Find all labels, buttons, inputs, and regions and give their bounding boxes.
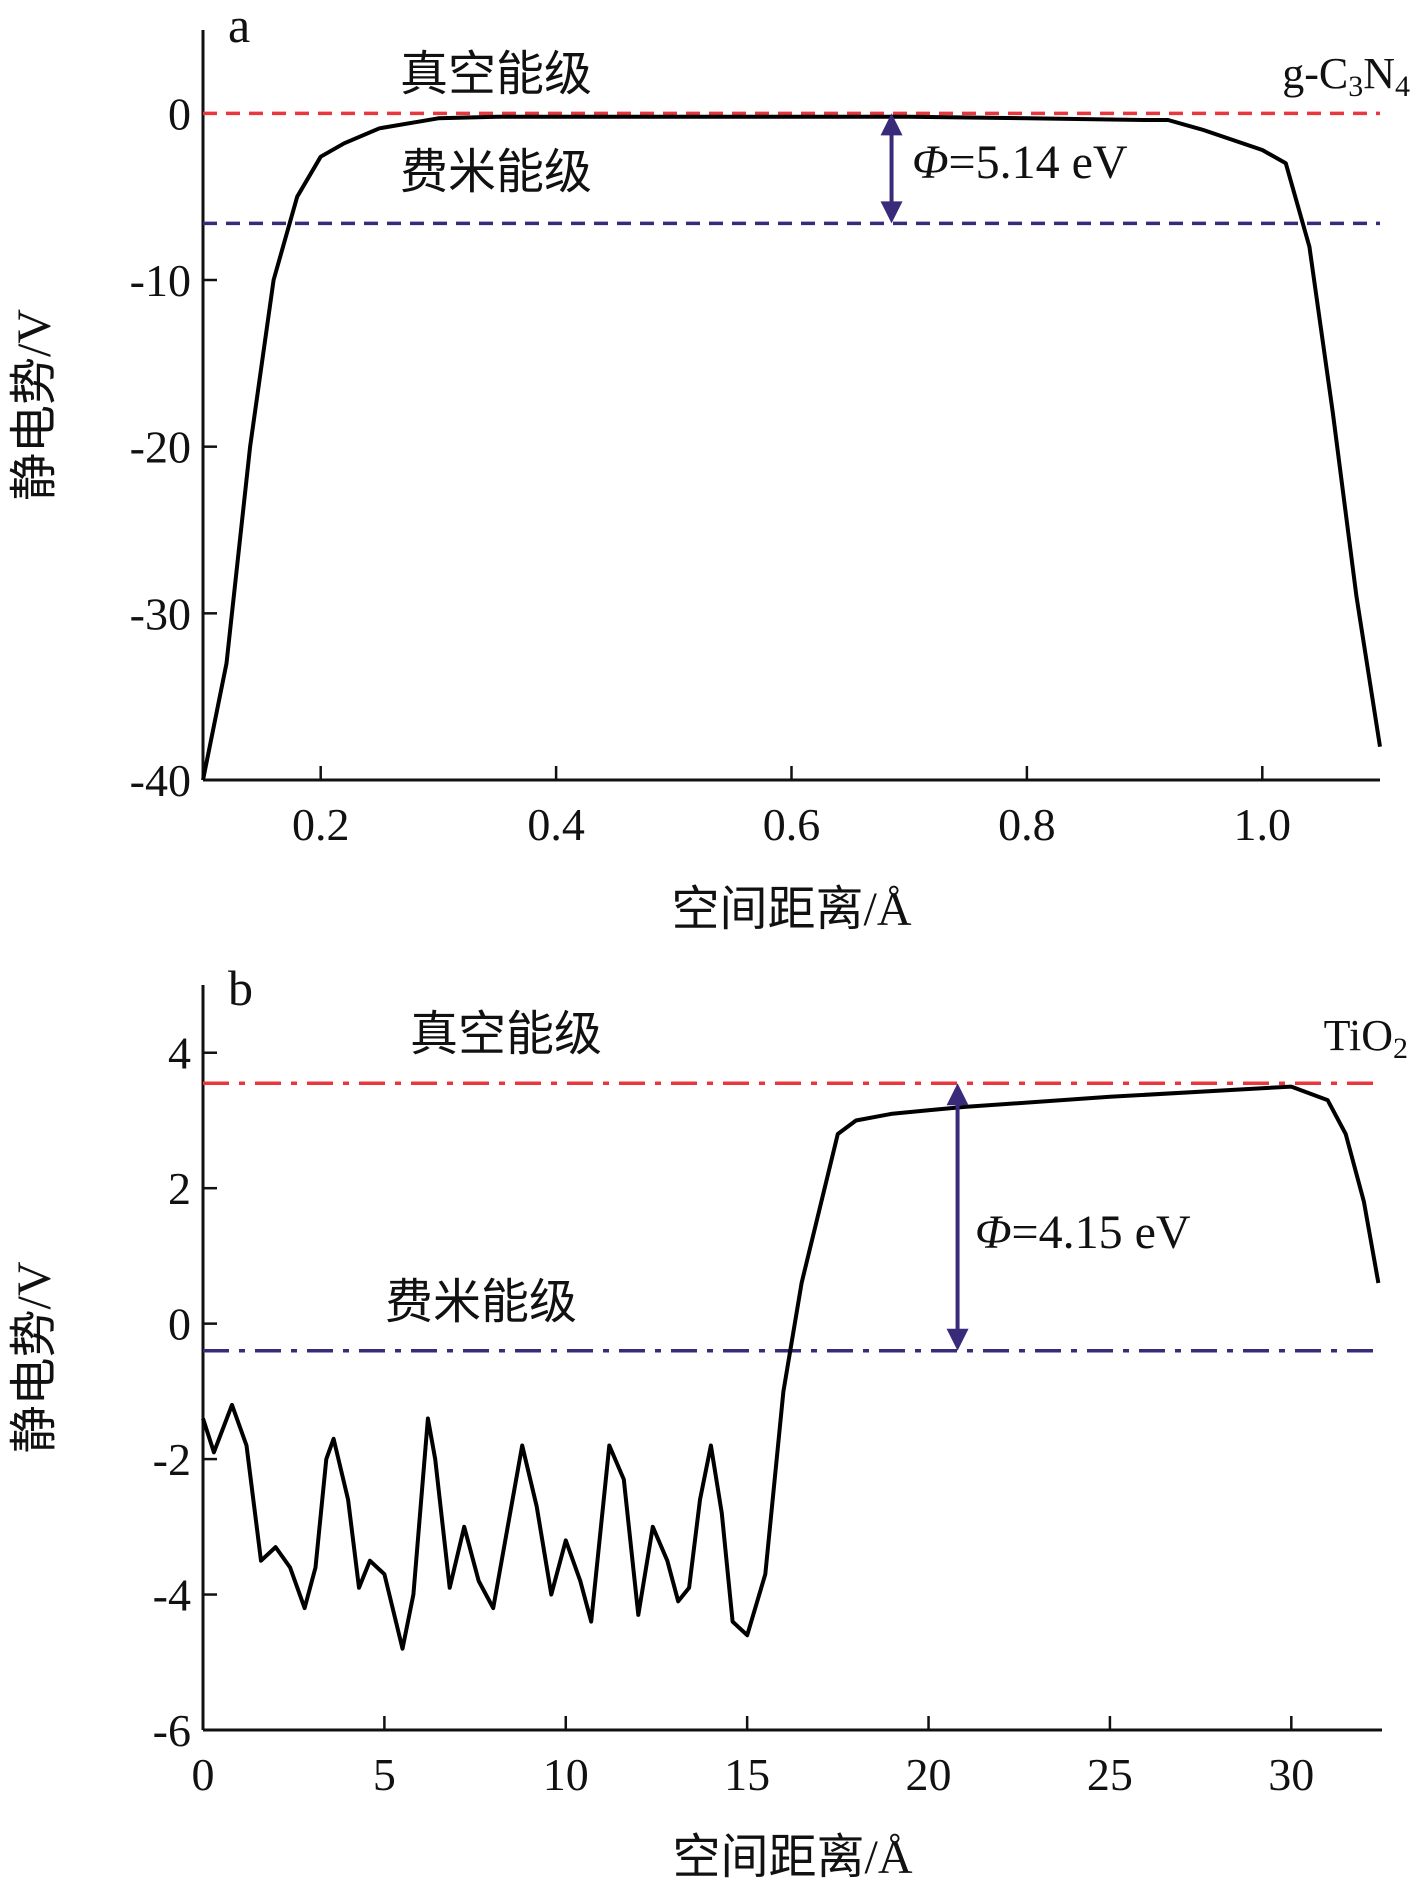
fermi-level-label: 费米能级 xyxy=(400,146,592,199)
y-tick-label: 4 xyxy=(168,1028,191,1079)
work-function-arrow-head-bottom xyxy=(946,1328,969,1351)
y-tick-label: -40 xyxy=(130,755,191,806)
panel-b: 0 5 10 15 20 25 30420-2-4-6空间距离/Å静电势/VbTiO2真空能… xyxy=(8,960,1408,1884)
vacuum-level-label: 真空能级 xyxy=(410,1008,602,1061)
fermi-level-label: 费米能级 xyxy=(385,1276,577,1329)
y-tick-label: -10 xyxy=(130,255,191,306)
work-function-label: Φ=4.15 eV xyxy=(975,1206,1191,1259)
x-tick-label: 0.4 xyxy=(527,799,585,850)
x-tick-label: 0.2 xyxy=(292,799,350,850)
y-tick-label: -2 xyxy=(153,1434,191,1485)
x-tick-label: 20 xyxy=(906,1749,952,1800)
material-label: g-C3N4 xyxy=(1282,49,1410,103)
x-tick-label: 25 xyxy=(1087,1749,1133,1800)
y-tick-label: 0 xyxy=(168,88,191,139)
work-function-arrow-head-bottom xyxy=(880,201,903,224)
work-function-arrow-head-top xyxy=(946,1083,969,1106)
y-tick-label: 0 xyxy=(168,1299,191,1350)
vacuum-level-label: 真空能级 xyxy=(400,48,592,101)
material-label: TiO2 xyxy=(1324,1011,1408,1065)
y-tick-label: -6 xyxy=(153,1705,191,1756)
y-tick-label: -30 xyxy=(130,588,191,639)
x-tick-label: 15 xyxy=(724,1749,770,1800)
x-tick-label: 1.0 xyxy=(1234,799,1292,850)
x-tick-label: 5 xyxy=(373,1749,396,1800)
potential-curve xyxy=(201,114,1382,781)
y-tick-label: 2 xyxy=(168,1163,191,1214)
x-tick-label: 0 xyxy=(192,1749,215,1800)
x-tick-label: 0.6 xyxy=(763,799,821,850)
work-function-arrow-head-top xyxy=(880,113,903,136)
x-axis-title: 空间距离/Å xyxy=(672,1831,912,1884)
x-tick-label: 10 xyxy=(543,1749,589,1800)
work-function-label: Φ=5.14 eV xyxy=(912,136,1128,189)
y-axis-title: 静电势/V xyxy=(8,309,61,501)
y-tick-label: -4 xyxy=(153,1570,191,1621)
y-axis-title: 静电势/V xyxy=(8,1261,61,1453)
x-tick-label: 0.8 xyxy=(998,799,1056,850)
y-tick-label: -20 xyxy=(130,422,191,473)
panel-label: a xyxy=(228,0,250,53)
x-axis-title: 空间距离/Å xyxy=(671,883,911,936)
panel-a: 0.2 0.4 0.6 0.8 1.0 0 -10 -20 -30 -40 空间距离/Å 静电势/V a… xyxy=(8,0,1410,936)
x-tick-label: 30 xyxy=(1268,1749,1314,1800)
potential-curve xyxy=(201,1084,1381,1651)
panel-label: b xyxy=(228,960,253,1016)
